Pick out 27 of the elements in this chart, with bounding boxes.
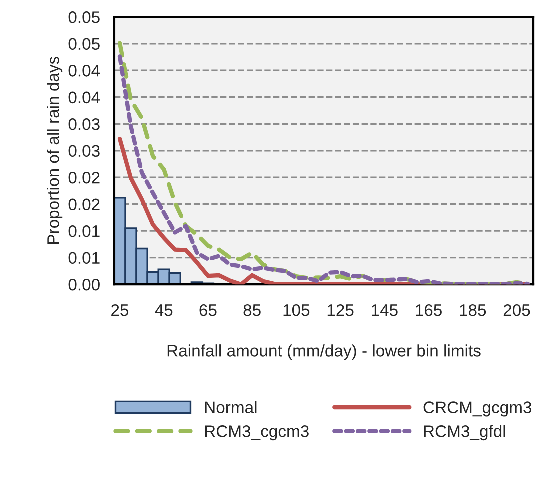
x-axis-title: Rainfall amount (mm/day) - lower bin limits xyxy=(168,344,481,360)
x-tick-label: 145 xyxy=(372,304,398,316)
y-tick-label: 0.03 xyxy=(68,145,100,158)
legend-label: RCM3_cgcm3 xyxy=(205,426,309,441)
y-tick-label: 0.01 xyxy=(68,252,100,264)
x-tick-label: 185 xyxy=(460,304,486,316)
y-tick-label: 0.05 xyxy=(68,12,100,24)
legend-label: Normal xyxy=(205,401,257,414)
x-tick-label: 105 xyxy=(284,304,310,316)
x-tick-label: 205 xyxy=(504,304,530,316)
x-tick-label: 125 xyxy=(328,304,354,316)
y-tick-label: 0.02 xyxy=(68,172,100,184)
x-tick-label: 45 xyxy=(155,304,173,316)
x-tick-label: 85 xyxy=(244,304,261,316)
x-tick-label: 65 xyxy=(200,304,217,316)
legend-label: CRCM_gcgm3 xyxy=(424,402,532,417)
y-tick-label: 0.04 xyxy=(68,92,100,104)
y-tick-label: 0.00 xyxy=(68,279,100,291)
y-tick-label: 0.02 xyxy=(68,198,100,211)
y-tick-label: 0.01 xyxy=(68,226,100,238)
y-tick-label: 0.03 xyxy=(68,118,100,130)
x-tick-label: 165 xyxy=(416,304,442,316)
y-tick-label: 0.04 xyxy=(68,65,100,77)
y-axis-title: Proportion of all rain days xyxy=(47,56,63,244)
x-tick-label: 25 xyxy=(112,304,129,316)
legend-label: RCM3_gfdl xyxy=(424,425,506,441)
y-tick-label: 0.05 xyxy=(68,38,100,50)
